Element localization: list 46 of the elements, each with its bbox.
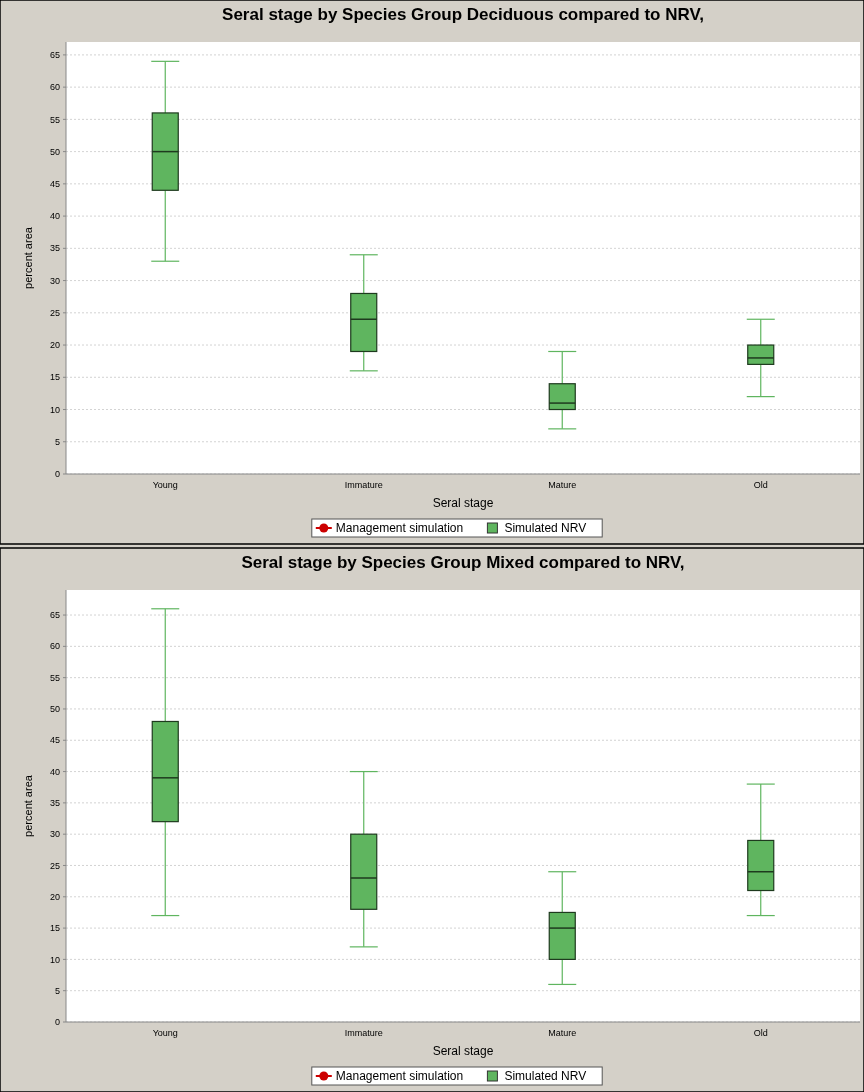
y-axis-title: percent area — [22, 774, 34, 837]
y-tick-label: 60 — [49, 641, 60, 652]
legend-label: Simulated NRV — [504, 521, 587, 536]
y-tick-label: 55 — [49, 114, 60, 125]
y-tick-label: 15 — [49, 372, 60, 383]
y-tick-label: 60 — [49, 82, 60, 93]
y-tick-label: 10 — [49, 404, 60, 415]
chart-title: Seral stage by Species Group Mixed compared to NRV, — [241, 553, 685, 572]
y-tick-label: 25 — [49, 860, 60, 871]
legend-label: Simulated NRV — [504, 1069, 587, 1084]
y-tick-label: 40 — [49, 766, 60, 777]
y-tick-label: 25 — [49, 307, 60, 318]
x-tick-label: Immature — [344, 480, 383, 490]
x-tick-label: Old — [753, 480, 768, 490]
y-axis-title: percent area — [22, 226, 34, 289]
y-tick-label: 30 — [49, 829, 60, 840]
legend-label: Management simulation — [335, 1069, 464, 1084]
x-tick-label: Young — [152, 480, 178, 490]
y-tick-label: 35 — [49, 243, 60, 254]
x-tick-label: Immature — [344, 1028, 383, 1038]
x-tick-label: Mature — [548, 1028, 577, 1038]
y-tick-label: 65 — [49, 610, 60, 621]
y-tick-label: 30 — [49, 275, 60, 286]
y-tick-label: 50 — [49, 146, 60, 157]
y-tick-label: 65 — [49, 50, 60, 61]
legend-label: Management simulation — [335, 521, 464, 536]
y-tick-label: 45 — [49, 179, 60, 189]
y-tick-label: 20 — [49, 340, 60, 351]
y-tick-label: 20 — [49, 891, 60, 902]
x-tick-label: Old — [753, 1028, 768, 1038]
y-tick-label: 10 — [49, 954, 60, 965]
y-tick-label: 5 — [54, 985, 60, 996]
y-tick-label: 5 — [54, 436, 60, 447]
x-axis-title: Seral stage — [432, 496, 494, 510]
x-tick-label: Young — [152, 1028, 178, 1038]
y-tick-label: 0 — [54, 469, 60, 480]
y-tick-label: 35 — [49, 798, 60, 809]
y-tick-label: 15 — [49, 923, 60, 934]
x-tick-label: Mature — [548, 480, 577, 490]
y-tick-label: 40 — [49, 211, 60, 222]
y-tick-label: 45 — [49, 735, 60, 746]
y-tick-label: 0 — [54, 1017, 60, 1028]
x-axis-title: Seral stage — [432, 1044, 494, 1058]
chart-title: Seral stage by Species Group Deciduous compared to NRV, — [222, 5, 704, 24]
y-tick-label: 55 — [49, 672, 60, 683]
y-tick-label: 50 — [49, 704, 60, 715]
